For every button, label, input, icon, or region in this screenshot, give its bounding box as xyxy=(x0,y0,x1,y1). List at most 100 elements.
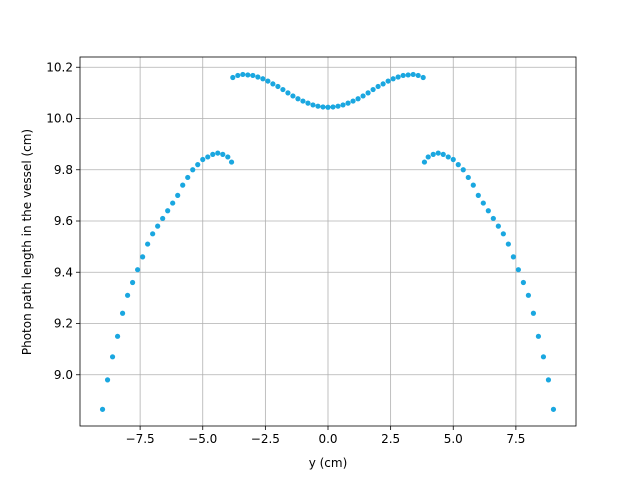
point xyxy=(270,81,276,87)
point xyxy=(310,102,316,108)
point xyxy=(265,78,271,84)
point xyxy=(200,156,206,163)
point xyxy=(290,93,296,99)
point xyxy=(495,223,501,229)
point xyxy=(485,208,491,214)
point xyxy=(550,406,557,412)
point xyxy=(190,167,196,173)
point xyxy=(180,182,186,188)
point xyxy=(475,192,481,198)
point xyxy=(385,78,391,84)
point xyxy=(405,72,411,78)
point xyxy=(325,104,331,110)
point xyxy=(490,215,496,222)
point xyxy=(430,151,436,157)
point xyxy=(535,333,542,339)
point xyxy=(345,100,351,106)
point xyxy=(195,162,201,168)
point xyxy=(225,154,231,160)
point xyxy=(390,76,396,82)
y-tick-label: 9.0 xyxy=(54,368,73,382)
point xyxy=(228,159,235,165)
point xyxy=(400,72,406,79)
point xyxy=(280,86,286,93)
point xyxy=(170,200,176,206)
point xyxy=(99,406,106,412)
point xyxy=(505,241,511,247)
point xyxy=(104,377,111,383)
point xyxy=(260,76,266,82)
y-tick-label: 9.6 xyxy=(54,214,73,228)
point xyxy=(165,208,171,214)
point xyxy=(135,267,141,273)
x-tick-label: −5.0 xyxy=(188,432,217,446)
point xyxy=(445,154,451,160)
point xyxy=(245,72,251,78)
point xyxy=(124,292,131,298)
point xyxy=(415,72,421,79)
point xyxy=(510,254,516,260)
point xyxy=(160,215,166,222)
point xyxy=(295,96,301,102)
point xyxy=(340,102,346,108)
plot-frame xyxy=(79,56,577,427)
point xyxy=(140,254,146,260)
point xyxy=(530,310,537,316)
point xyxy=(205,154,211,160)
y-tick-label: 10.0 xyxy=(46,112,73,126)
point xyxy=(130,279,136,286)
point xyxy=(370,86,376,93)
point xyxy=(380,81,386,87)
point xyxy=(500,231,506,237)
y-axis-label: Photon path length in the vessel (cm) xyxy=(20,129,34,355)
point xyxy=(285,90,291,96)
point xyxy=(210,151,216,157)
point xyxy=(375,83,381,90)
point xyxy=(450,156,456,163)
point xyxy=(155,223,161,229)
point xyxy=(109,354,116,360)
point xyxy=(425,154,431,160)
x-axis-label: y (cm) xyxy=(309,456,348,470)
point xyxy=(455,162,461,168)
y-tick-label: 9.8 xyxy=(54,163,73,177)
point xyxy=(460,167,466,173)
point xyxy=(435,150,441,156)
point xyxy=(220,151,226,157)
y-tick-label: 9.4 xyxy=(54,265,73,279)
point xyxy=(175,192,181,198)
point xyxy=(355,96,361,102)
point xyxy=(255,74,261,80)
point xyxy=(119,310,126,316)
x-tick-label: 5.0 xyxy=(444,432,463,446)
point xyxy=(395,74,401,80)
point xyxy=(330,104,336,110)
point xyxy=(420,74,426,81)
point xyxy=(480,200,486,206)
point xyxy=(335,103,341,109)
point xyxy=(515,267,521,273)
point xyxy=(114,333,121,339)
point xyxy=(230,74,236,81)
point xyxy=(410,71,416,78)
point xyxy=(250,72,256,79)
point xyxy=(235,72,241,79)
point xyxy=(465,174,471,181)
point xyxy=(421,159,428,165)
point xyxy=(365,90,371,96)
point xyxy=(520,279,526,286)
point xyxy=(350,98,356,104)
point xyxy=(525,292,532,298)
point xyxy=(275,83,281,90)
point xyxy=(300,98,306,104)
point xyxy=(185,174,191,181)
point xyxy=(320,104,326,110)
x-tick-label: 2.5 xyxy=(381,432,400,446)
point xyxy=(545,377,552,383)
point xyxy=(360,93,366,99)
x-tick-label: −7.5 xyxy=(126,432,155,446)
point xyxy=(315,103,321,109)
y-tick-label: 10.2 xyxy=(46,60,73,74)
x-tick-label: 0.0 xyxy=(318,432,337,446)
point xyxy=(240,71,246,78)
